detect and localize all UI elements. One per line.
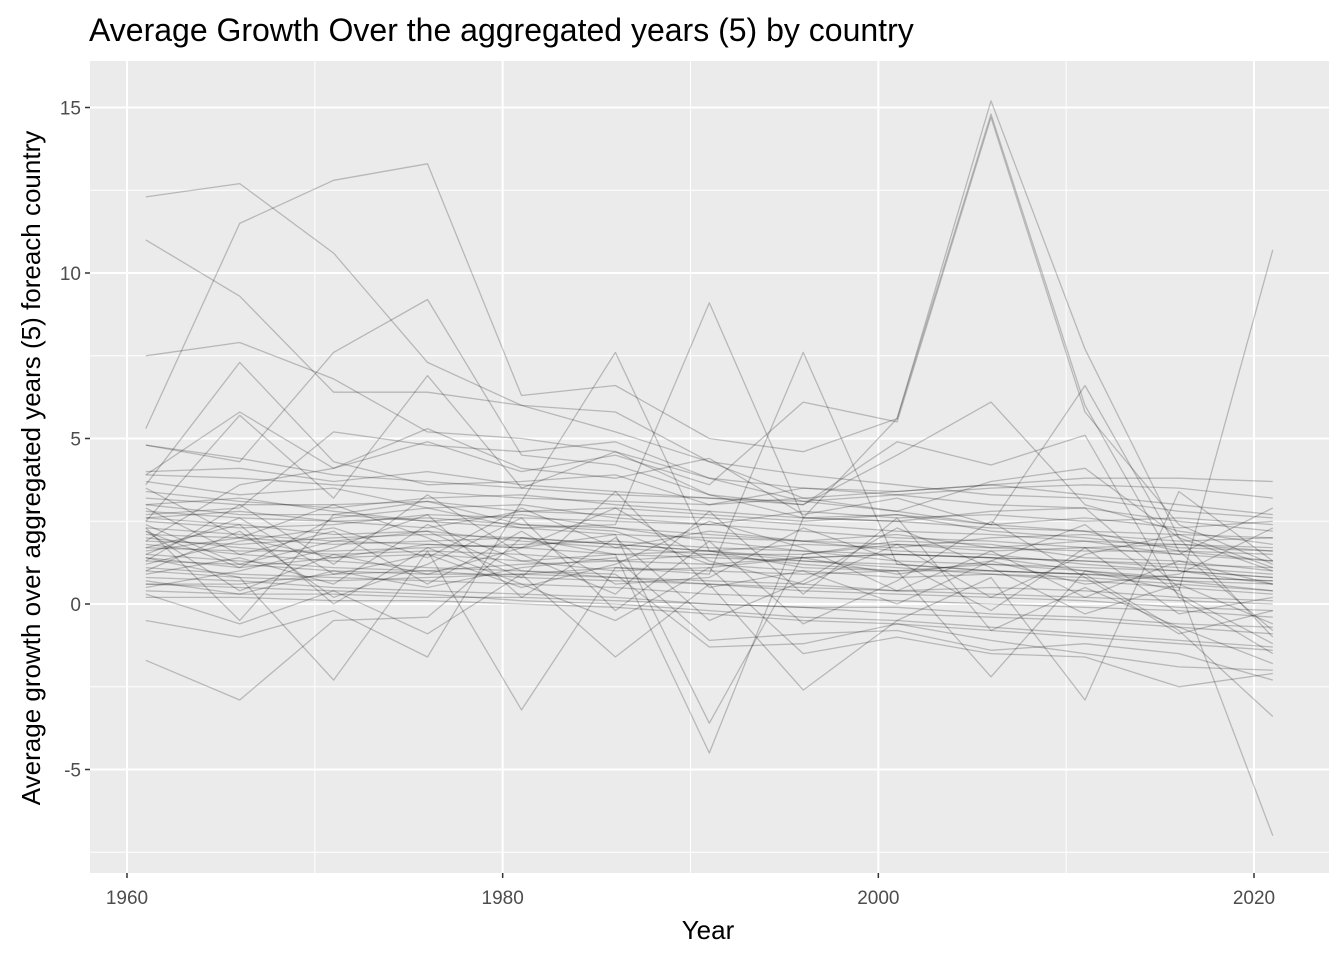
x-tick-label: 2020 [1233, 888, 1275, 909]
series-line-21 [145, 533, 1273, 575]
series-line-57 [145, 543, 1273, 585]
series-line-17 [145, 510, 1273, 579]
series-line-8 [145, 249, 1274, 622]
series-line-51 [145, 557, 1273, 681]
series-line-52 [145, 524, 1273, 671]
series-line-42 [145, 507, 1274, 565]
series-line-13 [145, 351, 1273, 678]
minor-gridlines [90, 61, 1329, 873]
series-line-27 [145, 566, 1273, 618]
series-line-54 [145, 480, 1273, 526]
series-line-25 [145, 553, 1273, 612]
x-tick-label: 1980 [482, 888, 524, 909]
series-line-1 [145, 182, 1273, 519]
series-line-35 [145, 497, 1273, 556]
series-line-28 [145, 563, 1273, 582]
series-line-3 [145, 341, 1273, 532]
series-line-36 [145, 474, 1273, 506]
x-axis-title: Year [682, 915, 735, 945]
series-line-37 [145, 444, 1273, 503]
series-line-7 [145, 361, 1273, 516]
series-line-53 [145, 523, 1273, 688]
series-line-45 [145, 517, 1273, 599]
series-line-14 [145, 351, 1274, 717]
series-line-24 [145, 540, 1273, 569]
y-tick-label: 10 [60, 264, 81, 285]
major-gridlines [90, 61, 1329, 873]
series-line-48 [145, 517, 1273, 635]
series-line-4 [145, 113, 1273, 585]
series-line-6 [145, 116, 1274, 565]
series-line-46 [145, 507, 1273, 615]
series-line-33 [145, 490, 1273, 539]
y-axis-ticks: -5 0 5 10 15 [60, 99, 90, 782]
series-line-18 [145, 517, 1273, 585]
series-line-31 [145, 590, 1273, 628]
series-line-41 [145, 374, 1274, 655]
series-line-16 [145, 504, 1273, 582]
series-line-56 [145, 533, 1273, 569]
series-line-11 [145, 533, 1273, 724]
x-axis-ticks: 1960 1980 2000 2020 [106, 873, 1275, 909]
x-tick-label: 1960 [106, 888, 148, 909]
series-line-10 [145, 513, 1273, 754]
series-line-40 [145, 384, 1274, 631]
series-line-39 [145, 431, 1274, 572]
series-line-5 [145, 100, 1274, 638]
series-line-19 [145, 513, 1273, 562]
x-tick-label: 2000 [857, 888, 899, 909]
series-line-30 [145, 583, 1273, 648]
chart-title: Average Growth Over the aggregated years… [89, 12, 914, 48]
series-line-38 [145, 401, 1273, 546]
series-line-23 [145, 543, 1273, 605]
plot-panel [90, 61, 1329, 873]
y-tick-label: 0 [70, 595, 81, 616]
series-line-50 [145, 494, 1274, 665]
series-line-2 [145, 239, 1273, 562]
y-tick-label: 5 [70, 430, 81, 451]
series-line-22 [145, 537, 1273, 592]
series-line-55 [145, 507, 1273, 529]
series-line-43 [145, 523, 1274, 585]
series-line-47 [145, 513, 1274, 625]
series-line-32 [145, 596, 1273, 651]
series-line-9 [145, 302, 1274, 836]
series-line-44 [145, 507, 1274, 599]
series-line-15 [145, 490, 1274, 701]
y-tick-label: -5 [64, 761, 81, 782]
series-line-20 [145, 527, 1273, 582]
series-line-34 [145, 497, 1273, 552]
series-line-26 [145, 560, 1273, 602]
series-lines [145, 100, 1274, 836]
series-line-12 [145, 537, 1273, 701]
y-tick-label: 15 [60, 99, 81, 120]
series-line-49 [145, 487, 1274, 645]
series-line-29 [145, 576, 1273, 635]
y-axis-title: Average growth over aggregated years (5)… [16, 131, 46, 805]
